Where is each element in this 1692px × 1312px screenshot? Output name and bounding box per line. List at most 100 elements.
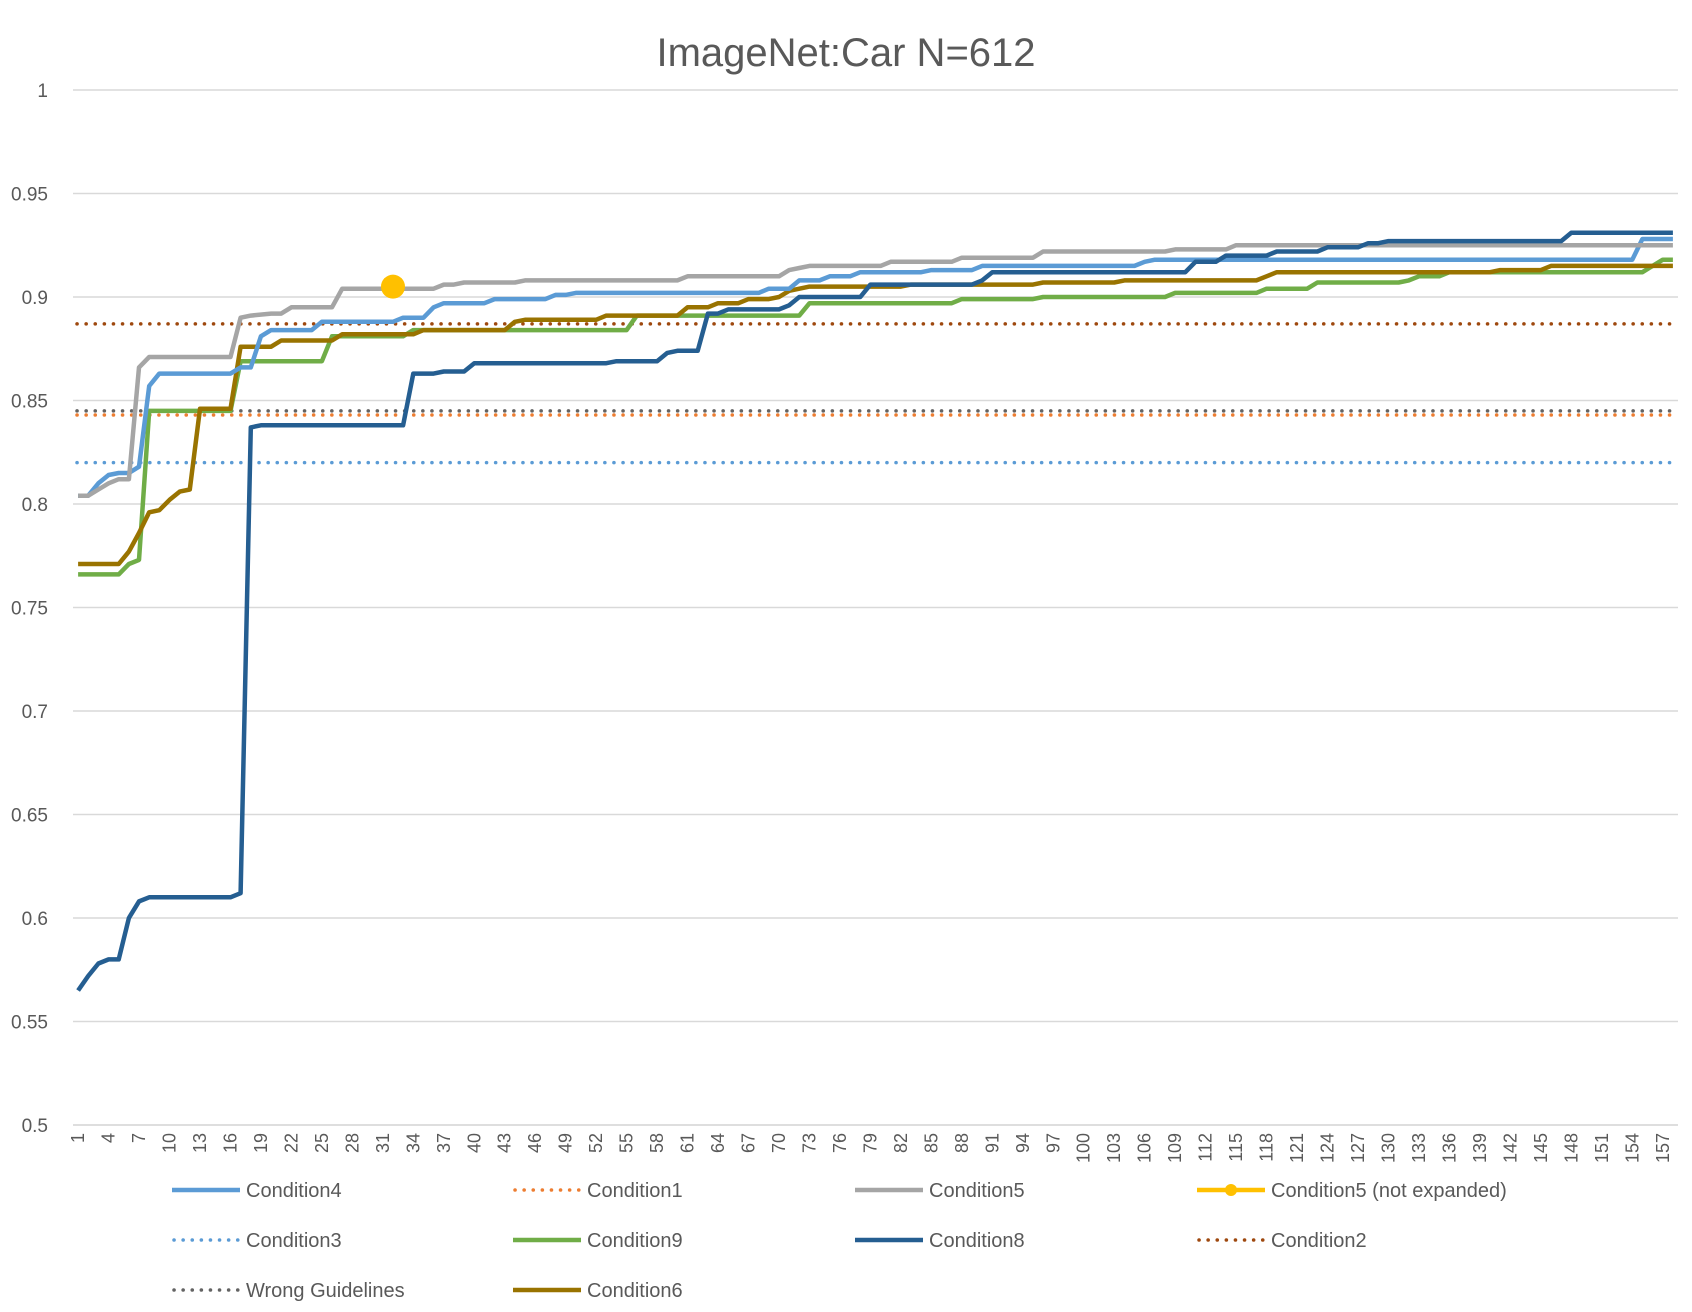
x-tick: 40 bbox=[464, 1133, 484, 1153]
x-tick: 79 bbox=[860, 1133, 880, 1153]
condition5-line bbox=[78, 242, 1673, 498]
x-tick: 127 bbox=[1348, 1133, 1368, 1163]
x-tick-label: 49 bbox=[556, 1133, 576, 1153]
legend-item-condition4: Condition4 bbox=[172, 1180, 342, 1202]
x-tick-label: 13 bbox=[190, 1133, 210, 1153]
x-tick: 136 bbox=[1439, 1133, 1459, 1163]
y-axis: 0.5 0.55 0.6 0.65 0.7 0.75 0.8 0.85 0.9 0.95 1 bbox=[11, 81, 48, 1137]
y-tick-label: 0.75 bbox=[11, 599, 48, 620]
x-tick: 91 bbox=[982, 1133, 1002, 1153]
legend: Condition4 Condition1 Condition5 Condition5… bbox=[172, 1180, 1507, 1302]
x-tick: 64 bbox=[708, 1133, 728, 1153]
x-tick-label: 28 bbox=[342, 1133, 362, 1153]
legend-label: Condition3 bbox=[246, 1230, 342, 1252]
x-tick-label: 22 bbox=[281, 1133, 301, 1153]
x-tick-label: 31 bbox=[373, 1133, 393, 1153]
x-tick: 139 bbox=[1470, 1133, 1490, 1163]
x-tick-label: 76 bbox=[830, 1133, 850, 1153]
x-tick: 142 bbox=[1500, 1133, 1520, 1163]
x-tick-label: 124 bbox=[1318, 1133, 1338, 1163]
x-tick: 76 bbox=[830, 1133, 850, 1153]
x-tick: 61 bbox=[678, 1133, 698, 1153]
condition6-line bbox=[78, 263, 1673, 567]
x-tick: 109 bbox=[1165, 1133, 1185, 1163]
series-layer bbox=[75, 230, 1676, 992]
x-tick-label: 136 bbox=[1439, 1133, 1459, 1163]
x-tick-label: 127 bbox=[1348, 1133, 1368, 1163]
x-tick-label: 16 bbox=[220, 1133, 240, 1153]
x-tick-label: 103 bbox=[1104, 1133, 1124, 1163]
x-tick: 70 bbox=[769, 1133, 789, 1153]
x-tick-label: 154 bbox=[1622, 1133, 1642, 1163]
x-tick: 157 bbox=[1653, 1133, 1673, 1163]
x-tick-label: 133 bbox=[1409, 1133, 1429, 1163]
x-tick: 118 bbox=[1257, 1133, 1277, 1162]
x-tick-label: 52 bbox=[586, 1133, 606, 1153]
x-tick: 130 bbox=[1378, 1133, 1398, 1163]
legend-item-condition6: Condition6 bbox=[513, 1280, 683, 1302]
legend-label: Condition4 bbox=[246, 1180, 342, 1202]
x-tick: 52 bbox=[586, 1133, 606, 1153]
x-tick-label: 118 bbox=[1257, 1133, 1277, 1162]
x-tick-label: 100 bbox=[1074, 1133, 1094, 1163]
x-tick: 133 bbox=[1409, 1133, 1429, 1163]
x-tick: 10 bbox=[160, 1133, 180, 1153]
x-tick-label: 70 bbox=[769, 1133, 789, 1153]
y-tick-label: 0.65 bbox=[11, 806, 48, 827]
x-tick: 16 bbox=[220, 1133, 240, 1153]
y-tick-label: 0.8 bbox=[22, 495, 48, 516]
x-tick: 28 bbox=[342, 1133, 362, 1153]
legend-label: Condition5 (not expanded) bbox=[1271, 1180, 1507, 1202]
x-tick-label: 106 bbox=[1135, 1133, 1155, 1163]
y-tick-label: 0.95 bbox=[11, 185, 48, 206]
x-tick-label: 130 bbox=[1378, 1133, 1398, 1163]
condition8-line bbox=[76, 230, 1673, 992]
x-tick: 55 bbox=[617, 1133, 637, 1153]
x-tick-label: 142 bbox=[1500, 1133, 1520, 1163]
x-tick-label: 64 bbox=[708, 1133, 728, 1153]
x-tick: 49 bbox=[556, 1133, 576, 1153]
legend-item-condition5-not-expanded: Condition5 (not expanded) bbox=[1197, 1180, 1507, 1202]
x-tick-label: 145 bbox=[1531, 1133, 1551, 1163]
x-tick-label: 67 bbox=[739, 1133, 759, 1153]
x-tick-label: 19 bbox=[251, 1133, 271, 1153]
y-tick-label: 0.7 bbox=[22, 702, 48, 723]
x-tick-label: 1 bbox=[68, 1133, 88, 1143]
x-tick: 7 bbox=[129, 1133, 149, 1143]
x-tick-label: 94 bbox=[1013, 1133, 1033, 1153]
x-tick: 121 bbox=[1287, 1133, 1307, 1163]
x-tick-label: 157 bbox=[1653, 1133, 1673, 1163]
grid-lines bbox=[73, 89, 1678, 1126]
legend-label: Condition1 bbox=[587, 1180, 683, 1202]
x-tick: 124 bbox=[1318, 1133, 1338, 1163]
x-tick: 94 bbox=[1013, 1133, 1033, 1153]
x-tick-label: 139 bbox=[1470, 1133, 1490, 1163]
x-tick-label: 25 bbox=[312, 1133, 332, 1153]
x-tick: 67 bbox=[739, 1133, 759, 1153]
x-tick-label: 112 bbox=[1196, 1133, 1216, 1162]
legend-item-condition1: Condition1 bbox=[513, 1180, 683, 1202]
legend-item-condition3: Condition3 bbox=[172, 1230, 342, 1252]
y-tick-label: 0.85 bbox=[11, 392, 48, 413]
x-tick-label: 7 bbox=[129, 1133, 149, 1143]
y-tick-label: 0.55 bbox=[11, 1013, 48, 1034]
x-tick: 1 bbox=[68, 1133, 88, 1143]
x-tick-label: 34 bbox=[403, 1133, 423, 1153]
y-tick-label: 0.9 bbox=[22, 288, 48, 309]
x-tick: 34 bbox=[403, 1133, 423, 1153]
x-tick-label: 61 bbox=[678, 1133, 698, 1153]
x-tick-label: 121 bbox=[1287, 1133, 1307, 1163]
x-tick-label: 40 bbox=[464, 1133, 484, 1153]
x-tick: 88 bbox=[952, 1133, 972, 1153]
condition5-not-expanded-marker bbox=[380, 274, 405, 299]
legend-marker bbox=[1225, 1184, 1237, 1196]
x-tick: 100 bbox=[1074, 1133, 1094, 1163]
x-tick-label: 148 bbox=[1561, 1133, 1581, 1163]
x-tick: 97 bbox=[1043, 1133, 1063, 1153]
x-tick-label: 85 bbox=[921, 1133, 941, 1153]
x-tick-label: 43 bbox=[495, 1133, 515, 1153]
x-tick: 151 bbox=[1592, 1133, 1612, 1163]
legend-label: Condition2 bbox=[1271, 1230, 1367, 1252]
legend-label: Condition9 bbox=[587, 1230, 683, 1252]
